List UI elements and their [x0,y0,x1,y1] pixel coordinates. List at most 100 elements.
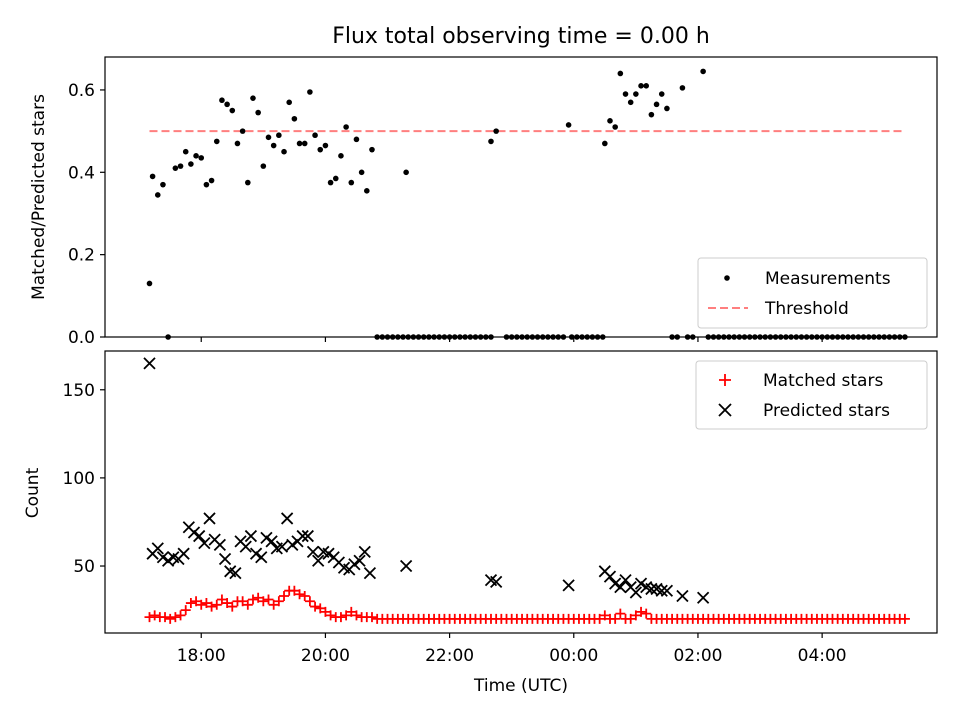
measurement-point [574,334,580,340]
bottom-y-axis-label: Count [23,467,43,518]
measurement-point [710,334,717,340]
measurement-point [281,148,287,155]
measurement-point [245,179,251,186]
measurement-point [715,334,722,340]
measurement-point [426,334,432,340]
measurement-point [664,105,670,112]
predicted-star-point [275,540,289,553]
measurement-point [545,334,551,340]
measurement-point [814,334,820,340]
measurement-point [441,334,448,340]
matched-star-point [268,599,279,610]
measurement-point [653,101,660,108]
measurement-point [379,334,386,340]
measurement-point [410,334,417,340]
matched-star-point [320,606,331,617]
matched-star-point [258,596,269,607]
predicted-star-point [286,538,299,552]
measurement-point [193,153,199,159]
measurement-point [902,334,908,340]
bottom-y-tick-label: 50 [73,557,95,577]
matched-star-point [170,612,181,623]
measurement-point [400,334,406,340]
measurement-point [568,334,575,340]
measurement-point [270,142,277,149]
matched-star-point [615,608,626,619]
measurement-point [312,132,318,139]
predicted-star-point [265,535,278,548]
measurement-point [149,173,156,180]
measurement-point [594,334,601,340]
measurement-point [451,334,458,340]
measurement-point [488,334,494,340]
measurement-point [327,179,334,186]
measurement-point [374,334,380,340]
matched-star-point [149,610,160,621]
matched-star-point [310,601,321,612]
measurement-point [589,334,596,340]
measurement-point [886,334,893,340]
matched-star-point [899,613,910,624]
matched-star-point [242,599,253,610]
measurement-point [467,334,474,340]
measurement-point [203,181,210,188]
measurement-point [446,334,453,340]
measurement-point [726,334,732,340]
matched-star-point [196,599,207,610]
measurement-point [584,334,591,340]
measurement-point [165,334,171,340]
measurement-point [493,128,499,134]
predicted-star-point [363,566,377,580]
measurement-point [172,165,179,171]
predicted-star-point [696,591,710,604]
bottom-plot: 18:00 20:00 22:00 00:00 02:00 04:00 50 100 150 Ma… [63,350,938,666]
legend-predicted-marker [718,403,732,417]
measurement-point [154,192,161,198]
predicted-star-point [562,579,575,592]
matched-star-point [191,596,202,607]
measurement-point [824,334,831,340]
measurement-point [301,140,308,147]
measurement-point [643,83,650,89]
predicted-star-point [177,547,190,560]
bottom-x-tick-label: 04:00 [798,646,847,666]
predicted-star-point [634,577,648,590]
matched-star-point [335,612,346,623]
measurement-point [457,334,463,340]
measurement-point [483,334,489,340]
predicted-star-point [312,554,325,567]
top-y-tick-label: 0.4 [68,163,95,183]
measurement-point [188,161,194,167]
measurement-point [757,334,763,340]
matched-star-point [247,594,258,605]
matched-star-point [201,598,212,609]
measurement-point [876,334,882,340]
measurement-point [332,175,339,182]
top-legend-box [697,257,928,329]
top-y-tick-label: 0.2 [68,246,95,266]
legend-threshold-label: Threshold [764,299,849,319]
predicted-star-point [244,529,258,543]
bottom-axes-frame [104,350,938,634]
measurement-point [881,334,888,340]
matched-star-point [175,610,186,621]
bottom-x-tick-label: 18:00 [177,646,226,666]
measurement-point [369,146,375,153]
measurement-point [160,181,166,188]
measurement-point [871,334,877,340]
predicted-star-point [187,526,201,539]
predicted-star-point [239,540,252,553]
measurement-point [627,99,634,106]
measurement-point [234,140,241,147]
measurement-point [555,334,562,340]
measurement-point [239,128,246,134]
matched-star-point [346,606,357,617]
measurement-point [198,155,205,161]
predicted-star-point [348,558,361,571]
measurement-point [519,334,525,340]
measurement-point [405,334,412,340]
top-y-tick-label: 0.0 [68,328,95,348]
bottom-x-tick-label: 00:00 [549,646,598,666]
measurement-point [845,334,851,340]
predicted-star-point [143,357,156,370]
